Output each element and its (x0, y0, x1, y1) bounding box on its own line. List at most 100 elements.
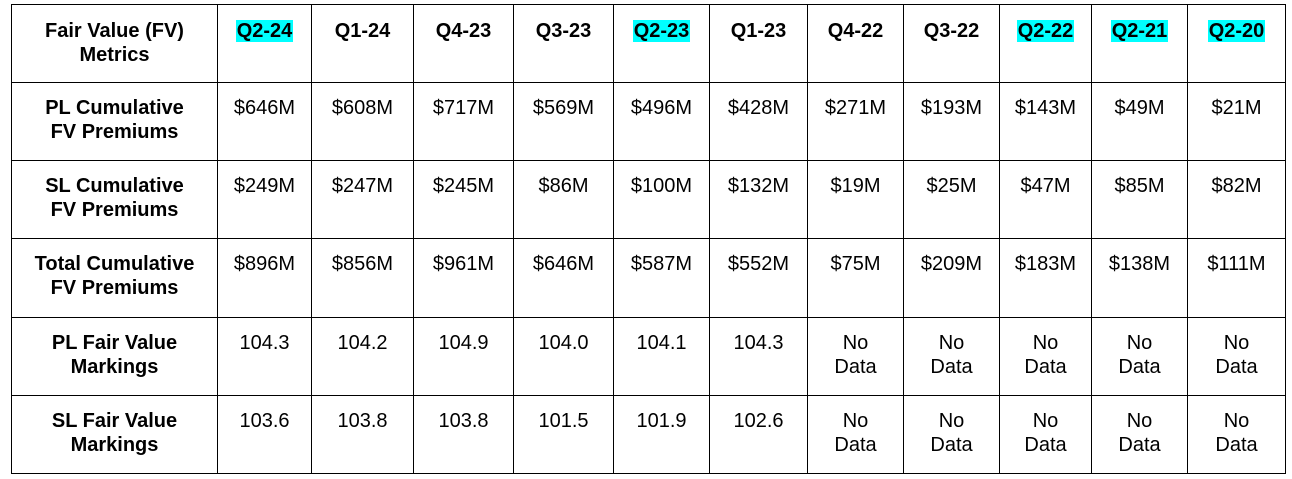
value-text: $271M (824, 97, 887, 119)
value-text: $552M (727, 253, 790, 276)
table-row: PL Fair Value Markings 104.3 104.2 104.9 104.… (11, 316, 1286, 396)
value-cell: $856M (311, 238, 414, 318)
value-text: $245M (432, 175, 495, 198)
value-cell: 102.6 (709, 394, 808, 475)
value-text: 101.9 (636, 409, 687, 432)
value-text: 103.6 (239, 409, 290, 432)
row-label-line: FV Premiums (50, 121, 179, 143)
value-cell: 104.3 (709, 316, 808, 396)
column-header-label: Q1-23 (730, 20, 787, 42)
value-text: $47M (1020, 175, 1071, 198)
value-cell: 104.1 (613, 316, 710, 396)
column-header-label: Q2-24 (235, 20, 294, 42)
value-text: $193M (920, 97, 983, 119)
header-row: Fair Value (FV) Metrics Q2-24 Q1-24 Q4-2… (11, 4, 1286, 83)
value-cell: $132M (709, 160, 808, 240)
column-header-cell: Q3-22 (903, 4, 1000, 83)
value-text: $569M (532, 97, 595, 119)
corner-header-line: Fair Value (FV) (45, 20, 184, 42)
value-text: $961M (432, 253, 495, 276)
corner-header-line: Metrics (79, 44, 150, 66)
value-cell: 104.9 (413, 316, 514, 396)
value-text: $25M (926, 175, 977, 198)
value-text: No (1223, 331, 1250, 354)
value-text: $856M (331, 253, 394, 276)
column-header-cell: Q4-22 (807, 4, 904, 83)
row-label-cell: PL Cumulative FV Premiums (11, 81, 218, 162)
value-cell: 104.3 (217, 316, 312, 396)
table-row: SL Fair Value Markings 103.6 103.8 103.8 101.… (11, 394, 1286, 475)
table-row: PL Cumulative FV Premiums $646M $608M $717M $… (11, 81, 1286, 162)
value-cell: $138M (1091, 238, 1188, 318)
value-text: 104.2 (337, 331, 388, 354)
value-cell: No Data (903, 316, 1000, 396)
value-text: 103.8 (337, 409, 388, 432)
column-header-cell: Q1-23 (709, 4, 808, 83)
value-text: $247M (331, 175, 394, 198)
value-text: $85M (1114, 175, 1165, 198)
column-header-cell: Q2-24 (217, 4, 312, 83)
value-text: $82M (1211, 175, 1262, 198)
value-text: $183M (1014, 253, 1077, 276)
value-text: 101.5 (538, 409, 589, 432)
value-text: $111M (1207, 253, 1266, 276)
value-cell: $587M (613, 238, 710, 318)
value-text: $138M (1108, 253, 1171, 276)
value-cell: $271M (807, 81, 904, 162)
value-cell: $608M (311, 81, 414, 162)
column-header-label: Q2-22 (1016, 20, 1075, 42)
value-text: $143M (1014, 97, 1077, 119)
fair-value-metrics-table: Fair Value (FV) Metrics Q2-24 Q1-24 Q4-2… (11, 4, 1286, 475)
value-cell: $82M (1187, 160, 1286, 240)
value-cell: $896M (217, 238, 312, 318)
value-cell: $100M (613, 160, 710, 240)
row-label-cell: Total Cumulative FV Premiums (11, 238, 218, 318)
value-text: No (1126, 331, 1153, 354)
value-text: No (842, 331, 869, 354)
value-text: No (1223, 409, 1250, 432)
corner-header-cell: Fair Value (FV) Metrics (11, 4, 218, 83)
value-text: $646M (233, 97, 296, 119)
row-label-cell: PL Fair Value Markings (11, 316, 218, 396)
value-cell: 103.8 (311, 394, 414, 475)
column-header-label: Q2-20 (1207, 20, 1266, 42)
row-label-line: PL Cumulative (45, 97, 184, 119)
value-cell: $569M (513, 81, 614, 162)
value-cell: $428M (709, 81, 808, 162)
value-cell: 104.0 (513, 316, 614, 396)
column-header-label: Q2-23 (632, 20, 691, 42)
value-cell: $961M (413, 238, 514, 318)
row-label-line: Total Cumulative (34, 253, 195, 276)
value-cell: $85M (1091, 160, 1188, 240)
value-text: 104.1 (636, 331, 687, 354)
value-cell: 103.6 (217, 394, 312, 475)
row-label-line: FV Premiums (50, 277, 179, 300)
value-text: 102.6 (733, 409, 784, 432)
column-header-cell: Q2-22 (999, 4, 1092, 83)
column-header-cell: Q4-23 (413, 4, 514, 83)
column-header-cell: Q2-23 (613, 4, 710, 83)
value-cell: $496M (613, 81, 710, 162)
column-header-cell: Q1-24 (311, 4, 414, 83)
table-row: Total Cumulative FV Premiums $896M $856M $96… (11, 238, 1286, 318)
value-cell: $111M (1187, 238, 1286, 318)
value-text: $587M (630, 253, 693, 276)
row-label-line: SL Fair Value (51, 409, 178, 432)
row-label-line: Markings (70, 433, 159, 456)
value-cell: 103.8 (413, 394, 514, 475)
value-text: $49M (1114, 97, 1165, 119)
value-cell: $245M (413, 160, 514, 240)
value-cell: $249M (217, 160, 312, 240)
value-text: $132M (727, 175, 790, 198)
value-text: No (842, 409, 869, 432)
column-header-cell: Q3-23 (513, 4, 614, 83)
value-text: $249M (233, 175, 296, 198)
value-text: Data (1215, 433, 1258, 456)
value-text: $19M (830, 175, 881, 198)
value-cell: No Data (1187, 316, 1286, 396)
value-text: $428M (727, 97, 790, 119)
value-text: Data (930, 355, 973, 378)
value-cell: No Data (807, 316, 904, 396)
value-text: No (938, 331, 965, 354)
value-cell: No Data (1091, 316, 1188, 396)
